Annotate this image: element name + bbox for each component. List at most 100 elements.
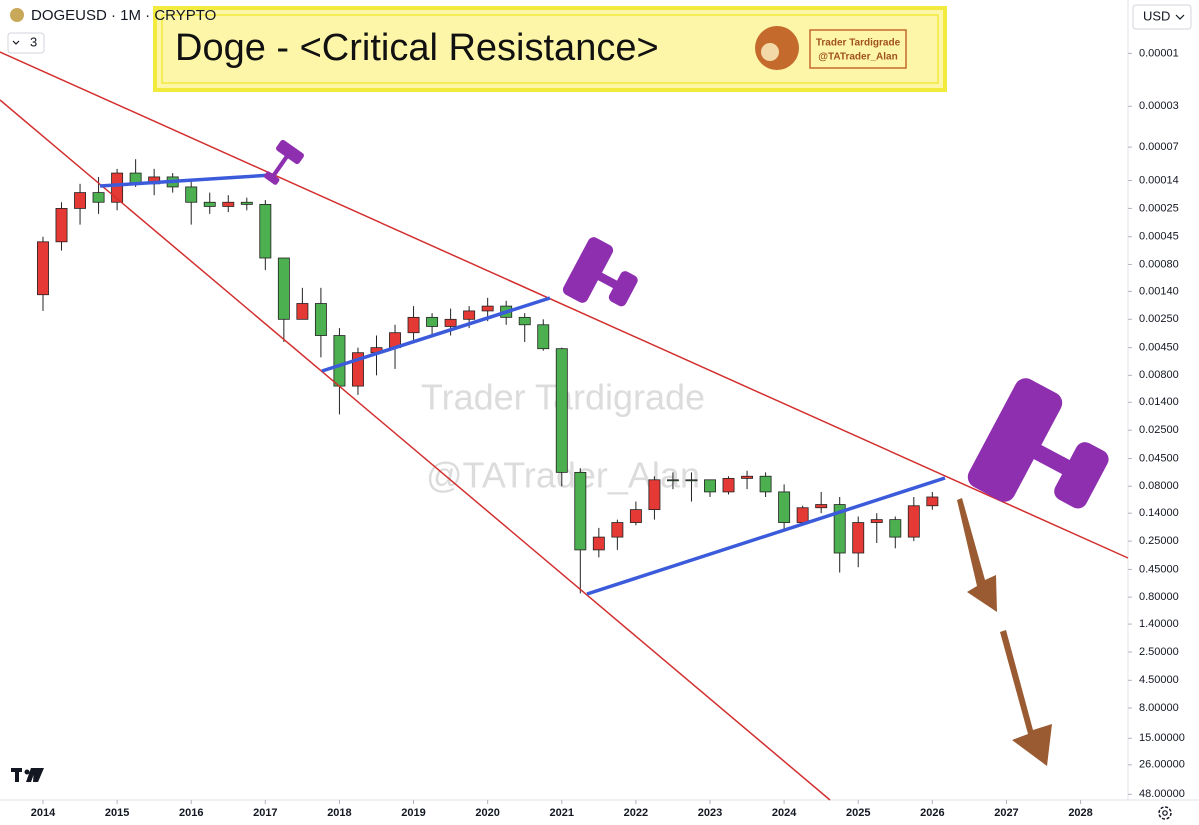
y-tick-label: 0.00025	[1139, 202, 1179, 214]
indicator-toggle[interactable]	[7, 32, 45, 54]
candle-body	[574, 471, 587, 551]
candle-body	[889, 519, 902, 538]
x-tick-label: 2015	[105, 807, 129, 819]
candle-body	[92, 192, 105, 203]
currency-button[interactable]	[1132, 4, 1192, 30]
candle-body	[722, 478, 735, 493]
y-tick-label: 0.00800	[1139, 369, 1179, 381]
x-tick-label: 2028	[1068, 807, 1092, 819]
y-tick-label: 0.01400	[1139, 396, 1179, 408]
candle-body	[741, 475, 754, 479]
x-tick-label: 2024	[772, 807, 797, 819]
y-tick-label: 0.00080	[1139, 258, 1179, 270]
candle-body	[463, 310, 476, 320]
arrow	[957, 498, 997, 612]
x-tick-label: 2022	[624, 807, 648, 819]
x-tick-label: 2019	[401, 807, 425, 819]
gavel-icon	[264, 139, 304, 185]
x-tick-label: 2027	[994, 807, 1018, 819]
candle-body	[407, 316, 420, 334]
gavel-icon	[562, 237, 638, 307]
x-tick-label: 2020	[475, 807, 499, 819]
candle-body	[37, 241, 49, 296]
x-tick-label: 2021	[550, 807, 574, 819]
candle-body	[870, 519, 883, 523]
y-tick-label: 26.00000	[1139, 759, 1185, 771]
y-tick-label: 0.08000	[1139, 480, 1179, 492]
trend-line	[586, 476, 946, 596]
candle-body	[203, 201, 216, 207]
badge-text: @TATrader_Alan	[818, 52, 897, 63]
title-banner-inner	[161, 14, 939, 84]
candles	[37, 159, 939, 594]
trend-line	[321, 296, 551, 373]
candle-body	[759, 475, 772, 493]
candle-body	[852, 522, 865, 554]
x-tick-label: 2016	[179, 807, 203, 819]
candle-body	[778, 491, 791, 523]
candle-body	[444, 318, 457, 327]
trend-line	[99, 173, 273, 188]
resistance-line	[0, 51, 1129, 559]
y-tick-label: 15.00000	[1139, 732, 1185, 744]
y-tick-label: 4.50000	[1139, 674, 1179, 686]
indicator-count: 3	[30, 34, 37, 49]
y-tick-label: 48.00000	[1139, 788, 1185, 800]
settings-button[interactable]	[1158, 806, 1172, 820]
y-tick-label: 0.00140	[1139, 285, 1179, 297]
candle-body	[629, 509, 642, 523]
chart-title: Doge - <Critical Resistance>	[175, 27, 659, 69]
symbol-name[interactable]: DOGEUSD · 1M · CRYPTO	[31, 7, 216, 24]
candle-body	[296, 303, 309, 320]
y-tick-label: 0.80000	[1139, 591, 1179, 603]
y-tick-label: 8.00000	[1139, 702, 1179, 714]
candle-body	[481, 305, 494, 312]
candle-body	[796, 507, 809, 523]
candle-body	[240, 201, 253, 205]
candle-body	[185, 186, 198, 203]
candle-body	[314, 303, 327, 336]
candle-body	[611, 522, 624, 538]
x-tick-label: 2025	[846, 807, 870, 819]
x-tick-label: 2023	[698, 807, 722, 819]
badge	[809, 29, 907, 69]
support-line	[0, 99, 831, 801]
y-tick-label: 0.25000	[1139, 535, 1179, 547]
y-tick-label: 0.00001	[1139, 47, 1179, 59]
candle-body	[277, 257, 290, 320]
chevron	[1175, 14, 1185, 20]
candle-body	[537, 324, 550, 350]
arrow	[1000, 630, 1052, 766]
y-tick-label: 0.00007	[1139, 141, 1179, 153]
y-tick-label: 0.00003	[1139, 100, 1179, 112]
candle-body	[704, 479, 716, 493]
candle-body	[111, 172, 124, 203]
candle-body	[592, 536, 605, 551]
candle-body	[555, 348, 568, 473]
candle-body	[666, 479, 679, 482]
candle-body	[815, 504, 828, 509]
badge-text: Trader Tardigrade	[816, 38, 901, 49]
candle-body	[685, 479, 698, 482]
candle-body	[648, 479, 661, 511]
y-tick-label: 0.02500	[1139, 424, 1179, 436]
y-tick-label: 0.00045	[1139, 231, 1179, 243]
x-tick-label: 2018	[327, 807, 351, 819]
candle-body	[55, 208, 68, 243]
x-tick-label: 2014	[31, 807, 56, 819]
currency-label: USD	[1143, 8, 1170, 23]
y-tick-label: 0.00250	[1139, 313, 1179, 325]
y-tick-label: 0.00450	[1139, 342, 1179, 354]
candle-body	[222, 201, 235, 207]
x-tick-label: 2026	[920, 807, 944, 819]
y-tick-label: 0.00014	[1139, 174, 1179, 186]
y-tick-label: 0.45000	[1139, 563, 1179, 575]
y-tick-label: 0.04500	[1139, 452, 1179, 464]
candle-body	[74, 192, 87, 209]
candle-body	[426, 316, 439, 327]
logo	[761, 43, 779, 61]
x-tick-label: 2017	[253, 807, 277, 819]
y-tick-label: 2.50000	[1139, 646, 1179, 658]
